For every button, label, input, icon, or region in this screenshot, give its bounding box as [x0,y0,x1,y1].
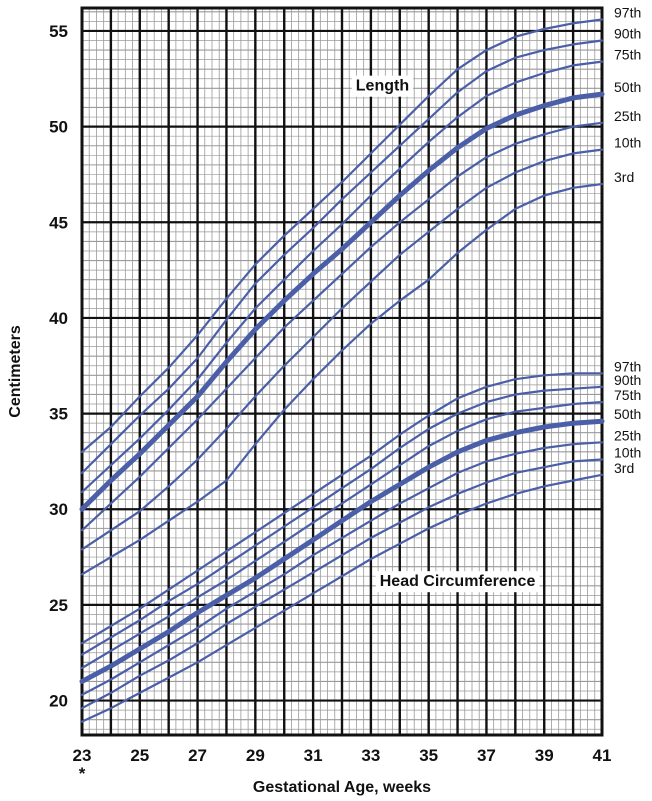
percentile-lines [79,18,605,723]
percentile-line-length-90th [80,39,604,474]
percentile-line-length-25th [80,121,604,532]
percentile-label: 50th [614,406,641,422]
percentile-line-length-75th [80,60,604,494]
percentile-label: 97th [614,4,641,20]
percentile-label: 25th [614,427,641,443]
axes: 20 25 30 35 40 45 50 55 23 25 27 29 31 33 35 37 39 41 * Ges… [7,22,611,796]
y-tick-label: 50 [49,118,68,137]
percentile-line-length-50th [79,91,605,512]
x-tick-label: 41 [593,746,612,765]
percentile-line-length-97th [80,18,604,453]
x-tick-label: 29 [246,746,265,765]
x-tick-label: 39 [535,746,554,765]
percentile-line-length-10th [80,148,604,551]
percentile-label: 10th [614,135,641,151]
y-tick-label: 55 [49,22,68,41]
percentile-line-head-75th [80,401,604,670]
x-tick-label: 27 [188,746,207,765]
labels: 97th90th75th50th25th10th3rdLength97th90t… [351,4,641,593]
percentile-label: 3rd [614,460,634,476]
percentile-label: 3rd [614,169,634,185]
percentile-label: 50th [614,79,641,95]
x-axis-title: Gestational Age, weeks [253,779,431,796]
panel-label: Head Circumference [380,573,536,590]
percentile-label: 75th [614,47,641,63]
grid [80,6,604,737]
percentile-label: 25th [614,108,641,124]
x-tick-label: 35 [419,746,438,765]
percentile-line-head-10th [80,458,604,710]
x-tick-label: 33 [361,746,380,765]
y-axis-title: Centimeters [7,325,24,418]
x-tick-label: 31 [304,746,323,765]
percentile-label: 90th [614,372,641,388]
panel-label: Length [356,78,409,95]
panel-label-bg [351,75,414,97]
y-tick-label: 45 [49,213,68,232]
y-tick-label: 20 [49,692,68,711]
percentile-label: 97th [614,358,641,374]
y-tick-label: 40 [49,309,68,328]
x-tick-label: 25 [130,746,149,765]
percentile-label: 75th [614,387,641,403]
x-footnote: * [79,764,86,783]
percentile-label: 90th [614,26,641,42]
y-tick-label: 30 [49,500,68,519]
percentile-line-head-97th [80,372,604,645]
panel-label-bg [375,571,540,593]
percentile-line-head-3rd [80,473,604,723]
percentile-line-length-3rd [80,182,604,576]
percentile-label: 10th [614,445,641,461]
percentile-line-head-90th [80,385,604,656]
plot-frame [80,6,604,737]
x-tick-label: 37 [477,746,496,765]
x-tick-label: 23 [73,746,92,765]
y-tick-label: 25 [49,596,68,615]
percentile-line-head-25th [80,441,604,696]
y-tick-label: 35 [49,405,68,424]
percentile-line-head-50th [79,418,605,684]
